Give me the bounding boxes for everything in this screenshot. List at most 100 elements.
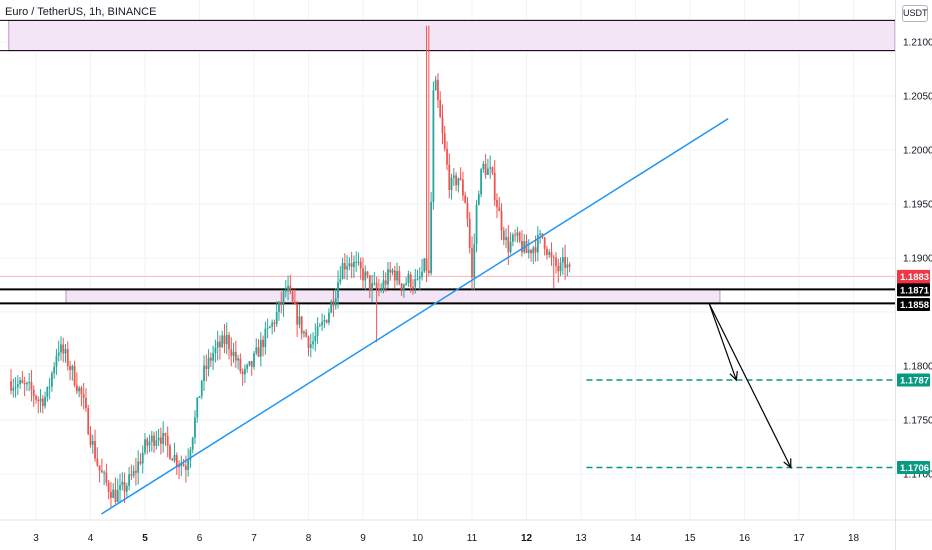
candle-body-61	[148, 441, 151, 446]
candle-body-200	[464, 195, 467, 203]
candle-body-98	[232, 351, 235, 357]
candle-body-23	[62, 344, 65, 354]
candle-body-105	[248, 361, 251, 365]
candle-body-221	[511, 234, 514, 242]
candle-body-53	[130, 474, 133, 476]
candle-body-177	[412, 287, 414, 289]
target-1-badge-bg	[897, 373, 930, 387]
price-tick-4: 1.1900	[903, 254, 932, 265]
price-axis[interactable]: 1.2100 1.2050 1.2000 1.1950 1.1900 1.1800 1.17…	[903, 38, 932, 481]
candle-body-167	[389, 269, 392, 273]
candle-body-55	[135, 470, 137, 473]
candle-body-136	[318, 325, 321, 327]
time-tick-4: 4	[88, 533, 94, 544]
candle-body-162	[377, 288, 380, 290]
candle-body-153	[357, 261, 360, 263]
target-2-badge-bg	[897, 461, 930, 475]
candle-body-49	[121, 481, 124, 486]
candle-body-66	[159, 437, 162, 444]
candle-body-123	[289, 285, 292, 292]
candle-body-70	[169, 445, 171, 459]
price-tick-6: 1.1750	[903, 416, 932, 427]
candle-body-38	[96, 458, 99, 466]
candle-body-121	[284, 290, 287, 292]
candle-body-157	[366, 271, 369, 276]
time-tick-16: 16	[739, 533, 751, 544]
candle-body-219	[507, 237, 510, 253]
grid-lines	[0, 0, 932, 521]
candle-body-201	[466, 202, 469, 219]
candle-body-88	[209, 357, 212, 361]
candle-body-116	[273, 322, 276, 324]
candle-body-92	[219, 341, 221, 348]
price-tick-0: 1.2100	[903, 38, 932, 49]
candle-body-4	[19, 380, 22, 384]
currency-badge[interactable]: USDT	[902, 5, 928, 22]
candle-body-198	[459, 178, 462, 180]
candle-body-83	[198, 396, 201, 398]
candle-body-72	[173, 455, 176, 461]
candle-body-64	[155, 440, 158, 446]
time-axis[interactable]: 3 4 5 6 7 8 9 10 11 12 13 14 15 16 17 18	[33, 533, 859, 544]
candle-body-52	[128, 474, 131, 486]
candle-body-100	[237, 358, 240, 361]
candle-body-9	[30, 381, 33, 390]
candle-body-124	[291, 291, 294, 302]
candle-body-39	[98, 465, 101, 471]
candle-body-158	[368, 275, 371, 291]
candle-body-233	[539, 233, 542, 235]
time-tick-5: 5	[142, 533, 148, 544]
candle-body-95	[225, 334, 228, 345]
candle-body-99	[234, 351, 237, 361]
candle-body-176	[409, 274, 412, 288]
candle-body-44	[110, 491, 112, 498]
candle-body-191	[443, 133, 446, 149]
time-tick-8: 8	[306, 533, 312, 544]
time-tick-12: 12	[521, 533, 533, 544]
price-axis-separator	[895, 0, 896, 550]
candle-body-178	[414, 279, 417, 288]
candle-body-245	[566, 264, 569, 268]
price-tick-1: 1.2050	[903, 92, 932, 103]
target-arrow-head-2	[783, 458, 792, 469]
candle-body-135	[316, 326, 319, 336]
ascending-trendline	[100, 118, 729, 515]
candle-body-102	[241, 371, 244, 375]
candle-body-12	[37, 399, 40, 402]
candle-body-210	[486, 168, 489, 175]
candle-body-241	[557, 265, 560, 272]
candle-body-76	[182, 464, 185, 466]
candle-body-1	[12, 387, 15, 391]
drawings-layer	[100, 118, 895, 515]
candle-body-96	[228, 334, 230, 350]
candle-body-139	[325, 320, 328, 323]
candle-body-90	[214, 347, 217, 354]
candle-body-138	[323, 320, 326, 322]
candle-body-190	[441, 117, 444, 134]
candle-body-244	[564, 257, 567, 268]
candle-body-10	[32, 389, 35, 397]
candle-body-56	[137, 461, 140, 473]
candle-body-89	[212, 353, 215, 361]
candle-body-229	[530, 249, 532, 254]
candle-body-152	[355, 261, 358, 263]
candle-body-146	[341, 263, 344, 280]
candle-body-147	[343, 263, 346, 270]
candle-body-119	[280, 301, 283, 305]
candle-body-230	[532, 247, 535, 254]
candle-body-183	[425, 258, 428, 271]
candle-body-86	[205, 365, 208, 369]
candle-body-168	[391, 270, 394, 273]
candle-body-94	[223, 335, 226, 345]
chart-title: Euro / TetherUS, 1h, BINANCE	[5, 6, 157, 18]
candle-body-42	[105, 472, 108, 483]
candle-body-60	[146, 439, 149, 446]
candle-body-28	[73, 365, 76, 386]
candle-body-246	[568, 264, 571, 267]
candle-body-237	[548, 252, 551, 255]
candle-body-209	[484, 163, 487, 175]
candle-body-140	[328, 312, 330, 323]
candle-body-22	[60, 344, 62, 353]
